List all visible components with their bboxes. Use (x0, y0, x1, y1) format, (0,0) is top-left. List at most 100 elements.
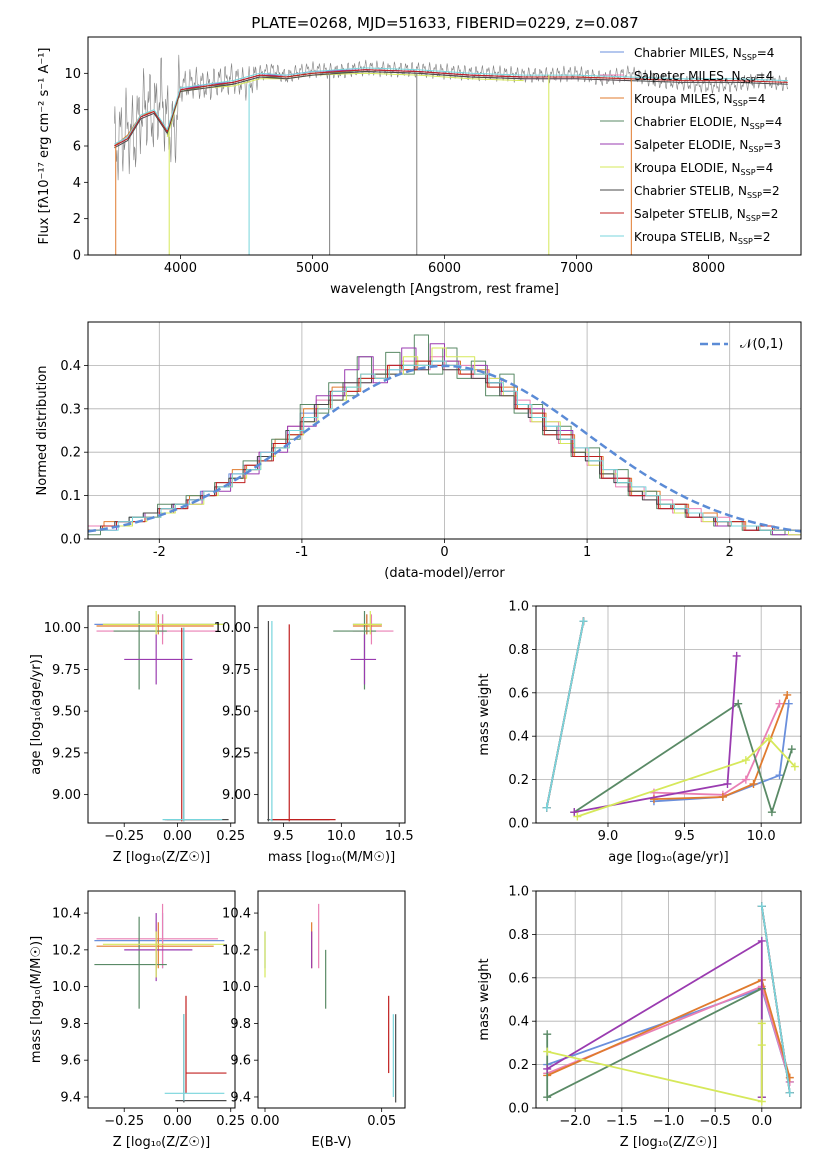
y-tick-label: 10.00 (44, 621, 81, 636)
legend-label-subscript: SSP (738, 237, 753, 246)
y-tick-label: 10.00 (214, 621, 251, 636)
weight-marker (790, 762, 799, 771)
y-tick-label: 0.6 (508, 686, 529, 701)
legend-label-tail: =2 (761, 207, 779, 221)
y-tick-label: 9.50 (222, 705, 251, 720)
plot-area (94, 903, 227, 1103)
y-tick-label: 10.4 (52, 907, 81, 922)
y-axis-label: Flux [fλ10⁻¹⁷ erg cm⁻² s⁻¹ A⁻¹] (37, 48, 52, 245)
legend-label: Chabrier STELIB, N (634, 184, 747, 198)
x-tick-label: 6000 (428, 261, 461, 276)
legend-label-subscript: SSP (747, 191, 762, 200)
panel-spectrum: 4000 5000 6000 7000 8000 0 2 4 6 8 10 wavelength [A… (37, 36, 802, 297)
legend-entry: Salpeter MILES, NSSP=4 (634, 69, 773, 85)
y-tick-label: 2 (73, 212, 81, 227)
axes-frame (257, 890, 406, 1109)
weight-marker (757, 1019, 766, 1028)
x-tick-label: −0.25 (104, 1114, 144, 1129)
x-axis-label: Z [log₁₀(Z/Z☉)] (113, 1135, 210, 1150)
x-tick-label: 10.0 (747, 829, 776, 844)
axes-frame (87, 36, 802, 256)
x-tick-label: 9.0 (598, 829, 619, 844)
y-tick-label: 0.0 (508, 817, 529, 832)
y-tick-label: 10 (64, 67, 81, 82)
legend-label-tail: =4 (756, 161, 774, 175)
x-tick-label: 0.05 (367, 1114, 396, 1129)
panel-mass-vs-EBV: 0.00 0.05 9.4 9.6 9.8 10.0 10.2 10.4 E(B-V) (222, 890, 406, 1150)
y-axis-label: Normed distribution (35, 366, 50, 496)
weight-line-chabrier-miles (653, 703, 790, 803)
legend-label-subscript: SSP (741, 76, 756, 85)
y-tick-label: 9.6 (230, 1054, 251, 1069)
axes-frame (87, 605, 236, 824)
weight-marker (542, 803, 551, 812)
x-tick-label: 7000 (560, 261, 593, 276)
y-tick-label: 4 (73, 176, 81, 191)
y-axis-label: age [log₁₀(age/yr)] (29, 654, 44, 775)
y-axis-label: mass weight (477, 673, 492, 755)
y-tick-label: 0.8 (508, 928, 529, 943)
x-tick-label: -2 (153, 545, 166, 560)
plot-area (536, 891, 801, 1108)
plot-area (94, 611, 229, 822)
spectrum-model-chabrier-stelib (114, 71, 788, 149)
y-tick-label: 10.0 (222, 980, 251, 995)
y-tick-label: 1.0 (508, 885, 529, 900)
weight-marker (718, 792, 727, 801)
y-tick-label: 8 (73, 103, 81, 118)
errorbar-salpeter-stelib (185, 995, 227, 1094)
legend-label-subscript: SSP (748, 145, 763, 154)
plot-area (536, 606, 801, 823)
spectrum-model-kroupa-stelib (114, 67, 788, 145)
legend-entry: Chabrier STELIB, NSSP=2 (634, 184, 780, 200)
y-tick-label: 1.0 (508, 600, 529, 615)
panel-residuals: -2 -1 0 1 2 0.0 0.1 0.2 0.3 0.4 (data-model)/error… (35, 321, 802, 581)
y-tick-label: 9.4 (60, 1090, 81, 1105)
legend-label-subscript: SSP (741, 168, 756, 177)
x-tick-label: 2 (726, 545, 734, 560)
errorbar-kroupa-elodie (352, 611, 382, 635)
plot-area (264, 903, 397, 1103)
y-tick-label: 0.0 (508, 1102, 529, 1117)
weight-marker (784, 699, 793, 708)
weight-marker (767, 808, 776, 817)
legend-label: Kroupa STELIB, N (634, 230, 738, 244)
weight-marker (543, 1064, 552, 1073)
x-axis-label: Z [log₁₀(Z/Z☉)] (620, 1135, 717, 1150)
legend-label-tail: =3 (763, 138, 781, 152)
figure-title: PLATE=0268, MJD=51633, FIBERID=0229, z=0… (251, 14, 638, 32)
x-axis-label: wavelength [Angstrom, rest frame] (330, 282, 559, 297)
y-tick-label: 9.00 (52, 788, 81, 803)
weight-marker (741, 756, 750, 765)
y-tick-label: 9.00 (222, 788, 251, 803)
weight-line-kroupa-stelib (545, 621, 585, 808)
legend-label-tail: =4 (748, 92, 766, 106)
legend-entry: Kroupa MILES, NSSP=4 (634, 92, 765, 108)
legend-label-tail: =2 (762, 184, 780, 198)
y-tick-label: 6 (73, 140, 81, 155)
errorbar-kroupa-stelib (164, 1014, 225, 1101)
errorbar-salpeter-miles (96, 903, 218, 969)
weight-marker (573, 812, 582, 821)
x-tick-label: 0.0 (751, 1114, 772, 1129)
axes-frame (87, 321, 802, 540)
weight-marker (757, 1097, 766, 1106)
y-tick-label: 0.6 (508, 971, 529, 986)
x-tick-label: 8000 (692, 261, 725, 276)
legend-entry: Kroupa STELIB, NSSP=2 (634, 230, 771, 246)
y-tick-label: 0.4 (60, 359, 81, 374)
y-tick-label: 9.25 (222, 746, 251, 761)
weight-line-kroupa-elodie (546, 1022, 763, 1103)
y-tick-label: 9.75 (222, 663, 251, 678)
legend-label: Salpeter MILES, N (634, 69, 741, 83)
y-tick-label: 0.4 (508, 730, 529, 745)
legend-label-tail: =4 (756, 69, 774, 83)
weight-marker (757, 1041, 766, 1050)
y-tick-label: 10.4 (222, 907, 251, 922)
errorbar-salpeter-elodie (350, 634, 377, 685)
weight-marker (649, 795, 658, 804)
weight-line-kroupa-elodie (577, 737, 796, 818)
legend-label-tail: =2 (753, 230, 771, 244)
weight-marker (785, 1088, 794, 1097)
y-tick-label: 0 (73, 249, 81, 264)
